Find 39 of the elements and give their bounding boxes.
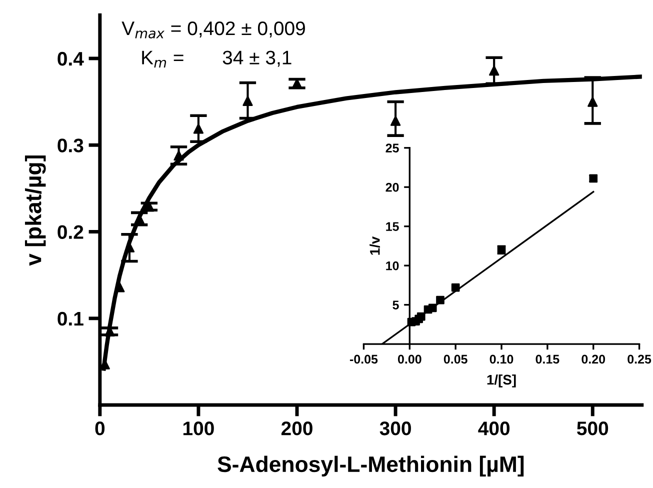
y-axis-title: v [pkat/µg]: [24, 156, 46, 266]
point: [407, 318, 416, 326]
y-tick-label: 0.4: [58, 52, 84, 66]
point: [242, 96, 253, 106]
x-tick-label: 0.20: [582, 354, 606, 364]
point: [488, 65, 500, 76]
x-tick-label: 0.05: [444, 354, 468, 364]
point: [174, 150, 184, 161]
point: [390, 116, 401, 126]
point: [424, 305, 432, 314]
x-tick-label: 100: [183, 422, 214, 436]
x-tick-label: 400: [478, 422, 510, 436]
y-tick-label: 0.2: [58, 225, 84, 239]
y-tick-label: 0.3: [58, 138, 84, 152]
point: [588, 96, 598, 107]
x-tick-label: 0.00: [398, 354, 422, 364]
x-axis-title: 1/[S]: [487, 374, 516, 388]
x-tick-label: -0.05: [350, 354, 378, 364]
y-tick-label: 20: [386, 182, 399, 192]
point: [193, 124, 204, 134]
x-tick-label: 0.10: [490, 354, 514, 364]
x-tick-label: 0.15: [536, 354, 560, 364]
annotation: V$_{max}$ = 0,402 ± 0,009: [122, 21, 305, 38]
x-tick-label: 200: [281, 422, 312, 436]
point: [436, 296, 444, 304]
y-tick-label: 10: [386, 261, 399, 270]
y-tick-label: 25: [386, 144, 399, 153]
x-axis-title: S-Adenosyl-L-Methionin [µM]: [218, 456, 524, 477]
point: [451, 283, 460, 292]
annotation: K$_{m}$ = 34 ± 3,1: [142, 50, 292, 68]
x-tick-label: 0: [95, 422, 105, 436]
y-axis-title: 1/v: [370, 236, 380, 255]
x-tick-label: 500: [577, 422, 608, 436]
x-tick-label: 300: [380, 422, 411, 436]
point: [144, 202, 154, 212]
x-tick-label: 0.25: [628, 354, 652, 364]
y-tick-label: 5: [392, 300, 399, 310]
y-tick-label: 15: [386, 222, 399, 231]
y-tick-label: 0.1: [58, 312, 84, 326]
